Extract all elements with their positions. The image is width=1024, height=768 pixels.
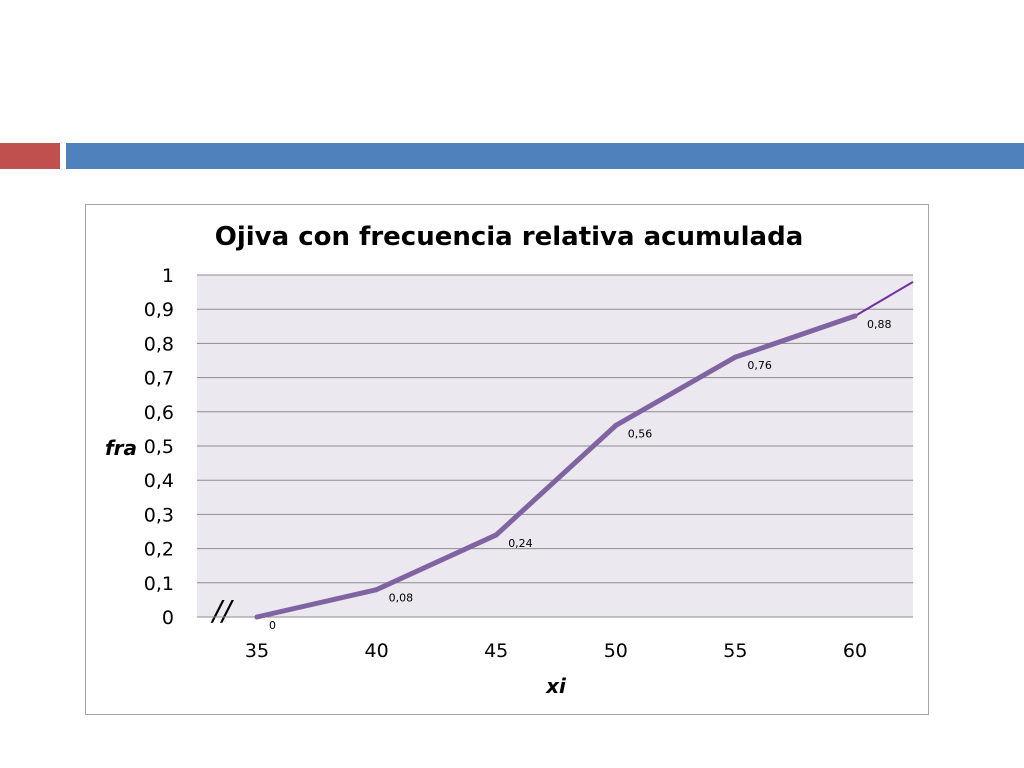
chart-title: Ojiva con frecuencia relativa acumulada xyxy=(215,222,804,252)
data-point xyxy=(852,313,858,319)
x-tick-label: 60 xyxy=(843,640,867,662)
y-tick-label: 0,4 xyxy=(144,470,174,492)
data-point xyxy=(254,614,260,620)
y-tick-label: 0,8 xyxy=(144,333,174,355)
x-tick-label: 40 xyxy=(365,640,389,662)
ogive-line xyxy=(254,313,858,620)
axis-break-mark: // xyxy=(210,594,234,627)
y-axis-label: fra xyxy=(105,436,137,460)
header-accent-red xyxy=(0,143,60,169)
y-tick-label: 1 xyxy=(162,265,174,287)
data-label: 0,24 xyxy=(508,537,533,550)
data-label: 0,56 xyxy=(628,427,653,440)
y-tick-label: 0,5 xyxy=(144,436,174,458)
x-tick-label: 35 xyxy=(245,640,269,662)
data-point xyxy=(374,587,380,593)
data-point xyxy=(613,422,619,428)
y-tick-label: 0,9 xyxy=(144,299,174,321)
data-label: 0 xyxy=(269,619,276,632)
x-tick-label: 55 xyxy=(723,640,747,662)
ogive-extension-line xyxy=(854,280,914,317)
header-accent-blue xyxy=(66,143,1024,169)
data-point xyxy=(493,532,499,538)
y-tick-label: 0,7 xyxy=(144,368,174,390)
data-label: 0,88 xyxy=(867,318,892,331)
y-tick-label: 0,2 xyxy=(144,539,174,561)
y-tick-label: 0,1 xyxy=(144,573,174,595)
y-tick-label: 0,6 xyxy=(144,402,174,424)
data-label: 0,76 xyxy=(747,359,772,372)
x-tick-label: 45 xyxy=(484,640,508,662)
y-tick-label: 0 xyxy=(162,607,174,629)
data-point xyxy=(732,354,738,360)
y-tick-label: 0,3 xyxy=(144,504,174,526)
x-axis-label: xi xyxy=(545,674,567,698)
data-label: 0,08 xyxy=(389,592,414,605)
x-tick-label: 50 xyxy=(604,640,628,662)
